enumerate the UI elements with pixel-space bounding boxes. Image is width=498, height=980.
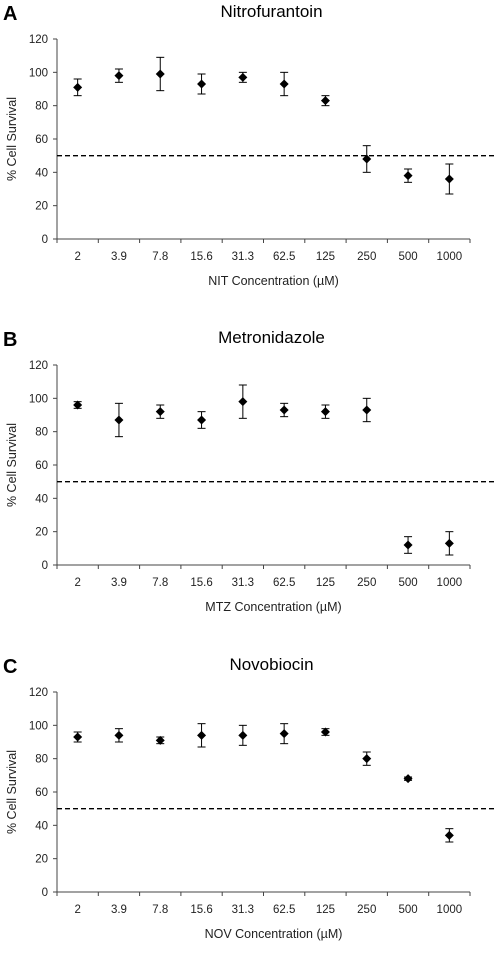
panel-label: C [3, 656, 17, 678]
y-tick-label: 120 [29, 360, 48, 372]
x-tick-label: 250 [357, 251, 376, 263]
x-tick-label: 62.5 [273, 577, 295, 589]
y-tick-label: 100 [29, 720, 48, 732]
x-tick-label: 500 [398, 251, 417, 263]
data-point [403, 540, 413, 550]
x-tick-label: 3.9 [111, 904, 127, 916]
y-tick-label: 100 [29, 67, 48, 79]
y-axis-label: % Cell Survival [5, 97, 19, 181]
x-tick-label: 2 [74, 577, 80, 589]
x-tick-label: 7.8 [152, 904, 168, 916]
data-point [114, 415, 124, 425]
x-tick-label: 500 [398, 904, 417, 916]
chart-panel-b: B Metronidazole 0 20 40 60 80 100 120 2 3.9 7.8 15.6… [0, 326, 498, 652]
y-axis-label: % Cell Survival [5, 750, 19, 834]
x-tick-label: 250 [357, 904, 376, 916]
y-tick-label: 120 [29, 687, 48, 699]
data-point [73, 82, 83, 92]
x-tick-label: 15.6 [190, 577, 212, 589]
x-axis-label: NIT Concentration (µM) [208, 274, 339, 288]
x-tick-label: 250 [357, 577, 376, 589]
chart-b-svg: B Metronidazole 0 20 40 60 80 100 120 2 3.9 7.8 15.6… [3, 328, 495, 614]
data-point [320, 727, 330, 737]
data-point [320, 407, 330, 417]
data-point [238, 730, 248, 740]
y-tick-label: 40 [35, 820, 48, 832]
panel-label: A [3, 3, 17, 25]
x-tick-label: 62.5 [273, 904, 295, 916]
y-tick-label: 100 [29, 393, 48, 405]
x-tick-label: 3.9 [111, 251, 127, 263]
data-point [238, 397, 248, 407]
data-point [73, 732, 83, 742]
data-point [197, 79, 207, 89]
data-point [114, 730, 124, 740]
y-tick-label: 20 [35, 854, 48, 866]
x-tick-label: 31.3 [232, 577, 254, 589]
y-tick-label: 0 [42, 560, 48, 572]
y-tick-label: 40 [35, 493, 48, 505]
chart-title: Nitrofurantoin [220, 2, 322, 21]
x-tick-label: 125 [316, 904, 335, 916]
y-tick-label: 0 [42, 234, 48, 246]
x-tick-label: 1000 [437, 904, 463, 916]
data-point [444, 174, 454, 184]
data-point [444, 830, 454, 840]
data-point [362, 154, 372, 164]
x-axis-label: MTZ Concentration (µM) [205, 600, 341, 614]
x-tick-label: 62.5 [273, 251, 295, 263]
x-tick-label: 500 [398, 577, 417, 589]
y-tick-label: 60 [35, 134, 48, 146]
x-tick-label: 125 [316, 577, 335, 589]
data-point [155, 69, 165, 79]
data-point [238, 72, 248, 82]
y-tick-label: 80 [35, 754, 48, 766]
data-point [362, 754, 372, 764]
y-tick-label: 60 [35, 787, 48, 799]
chart-c-svg: C Novobiocin 0 20 40 60 80 100 120 2 3.9 7.8 15.6 31.… [3, 655, 495, 941]
y-tick-label: 20 [35, 201, 48, 213]
x-tick-label: 2 [74, 904, 80, 916]
x-tick-label: 1000 [437, 251, 463, 263]
x-tick-label: 3.9 [111, 577, 127, 589]
chart-title: Novobiocin [229, 655, 313, 674]
panel-label: B [3, 329, 17, 351]
x-tick-label: 125 [316, 251, 335, 263]
chart-a-svg: A Nitrofurantoin 0 20 40 60 80 100 120 2 3.9 7.8 15.… [3, 2, 495, 288]
chart-title: Metronidazole [218, 328, 325, 347]
y-axis-label: % Cell Survival [5, 423, 19, 507]
chart-panel-c: C Novobiocin 0 20 40 60 80 100 120 2 3.9 7.8 15.6 31.… [0, 653, 498, 979]
x-tick-label: 7.8 [152, 577, 168, 589]
data-point [362, 405, 372, 415]
x-tick-label: 2 [74, 251, 80, 263]
x-tick-label: 31.3 [232, 251, 254, 263]
data-point [444, 538, 454, 548]
y-tick-label: 40 [35, 167, 48, 179]
data-point [155, 735, 165, 745]
chart-panel-a: A Nitrofurantoin 0 20 40 60 80 100 120 2 3.9 7.8 15.… [0, 0, 498, 326]
data-point [197, 730, 207, 740]
y-tick-label: 0 [42, 887, 48, 899]
data-point [403, 774, 413, 784]
data-point [279, 405, 289, 415]
data-point [73, 400, 83, 410]
y-tick-label: 60 [35, 460, 48, 472]
y-tick-label: 80 [35, 427, 48, 439]
y-tick-label: 120 [29, 34, 48, 46]
data-point [320, 96, 330, 106]
x-tick-label: 31.3 [232, 904, 254, 916]
data-point [403, 171, 413, 181]
y-tick-label: 80 [35, 101, 48, 113]
x-axis-label: NOV Concentration (µM) [205, 927, 343, 941]
x-tick-label: 15.6 [190, 904, 212, 916]
data-point [197, 415, 207, 425]
x-tick-label: 15.6 [190, 251, 212, 263]
y-tick-label: 20 [35, 527, 48, 539]
x-tick-label: 7.8 [152, 251, 168, 263]
data-point [279, 729, 289, 739]
data-point [155, 407, 165, 417]
x-tick-label: 1000 [437, 577, 463, 589]
data-point [114, 71, 124, 81]
data-point [279, 79, 289, 89]
